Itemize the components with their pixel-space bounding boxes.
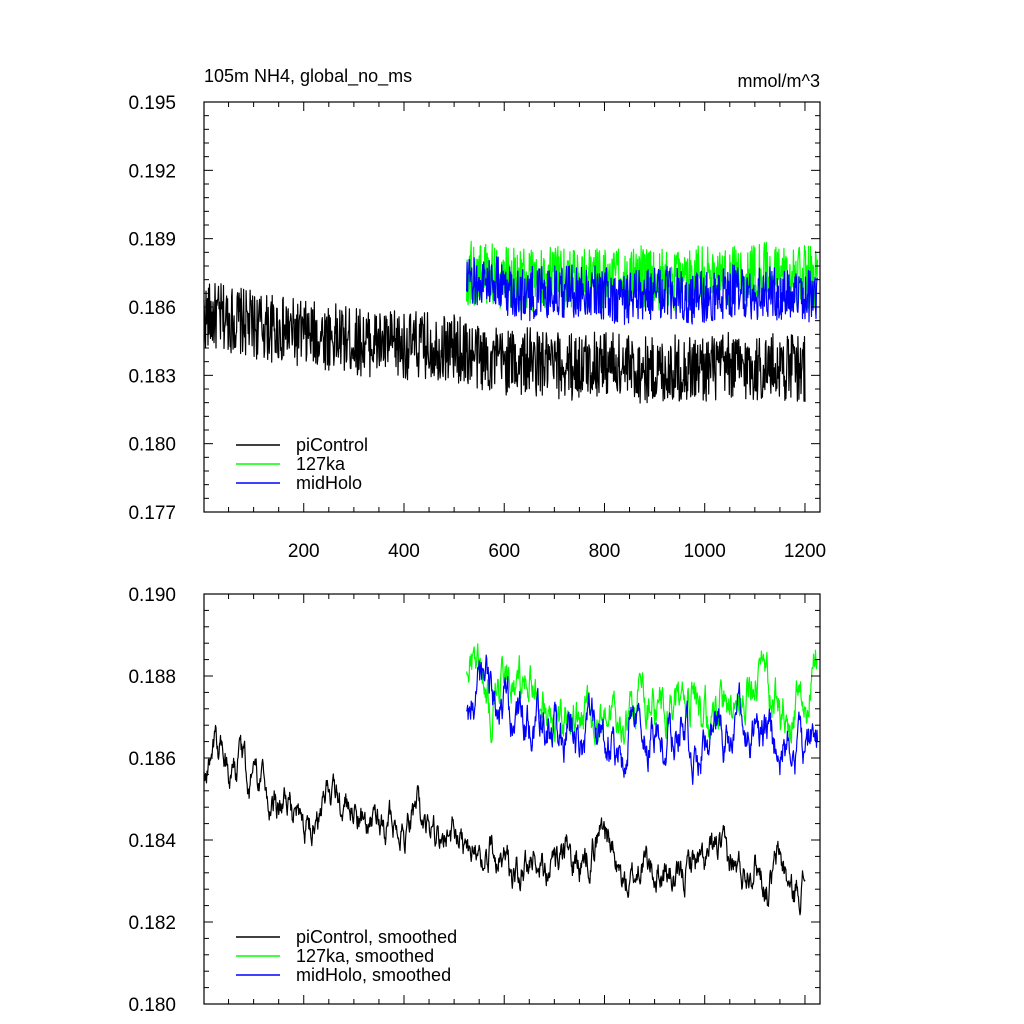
top-x-tick-label: 1200 xyxy=(784,541,826,562)
bottom-y-tick-label: 0.182 xyxy=(128,913,176,934)
top-y-tick-label: 0.189 xyxy=(128,230,176,251)
bottom-panel: 0.180 0.182 0.184 0.186 0.188 0.190 piControl… xyxy=(128,585,821,1016)
top-y-tick-label: 0.195 xyxy=(128,93,176,114)
top-x-tick-label: 800 xyxy=(589,541,621,562)
bottom-legend-label: midHolo, smoothed xyxy=(296,965,451,985)
bottom-y-tick-label: 0.190 xyxy=(128,585,176,606)
top-x-tick-label: 600 xyxy=(488,541,520,562)
bottom-ticks: 0.180 0.182 0.184 0.186 0.188 0.190 xyxy=(128,585,820,1016)
bottom-y-tick-label: 0.188 xyxy=(128,667,176,688)
bottom-legend-label: 127ka, smoothed xyxy=(296,946,434,966)
top-y-tick-label: 0.183 xyxy=(128,366,176,387)
top-x-tick-label: 400 xyxy=(388,541,420,562)
top-y-tick-label: 0.180 xyxy=(128,435,176,456)
bottom-y-tick-label: 0.186 xyxy=(128,749,176,770)
top-series-line-0 xyxy=(203,283,806,404)
top-y-tick-label: 0.177 xyxy=(128,503,176,524)
bottom-series-line-0 xyxy=(203,724,806,916)
bottom-series-group xyxy=(203,643,819,916)
top-panel: 105m NH4, global_no_ms mmol/m^3 200 400 60… xyxy=(128,66,826,562)
top-y-tick-label: 0.192 xyxy=(128,161,176,182)
top-x-tick-label: 1000 xyxy=(684,541,726,562)
top-legend-label: midHolo xyxy=(296,473,362,493)
top-x-tick-label: 200 xyxy=(288,541,320,562)
bottom-series-line-1 xyxy=(466,643,818,746)
top-legend-label: piControl xyxy=(296,435,368,455)
top-series-group xyxy=(203,240,819,404)
top-legend-label: 127ka xyxy=(296,454,346,474)
top-units: mmol/m^3 xyxy=(738,71,820,91)
top-series-line-2 xyxy=(466,256,819,325)
bottom-y-tick-label: 0.180 xyxy=(128,995,176,1016)
top-y-tick-label: 0.186 xyxy=(128,298,176,319)
top-title: 105m NH4, global_no_ms xyxy=(204,66,412,87)
bottom-y-tick-label: 0.184 xyxy=(128,831,176,852)
bottom-legend-label: piControl, smoothed xyxy=(296,927,457,947)
bottom-plot-frame xyxy=(203,593,821,1005)
top-ticks: 200 400 600 800 1000 1200 0.177 0.180 0.183 0.186… xyxy=(128,93,826,562)
bottom-series-line-2 xyxy=(466,654,819,786)
